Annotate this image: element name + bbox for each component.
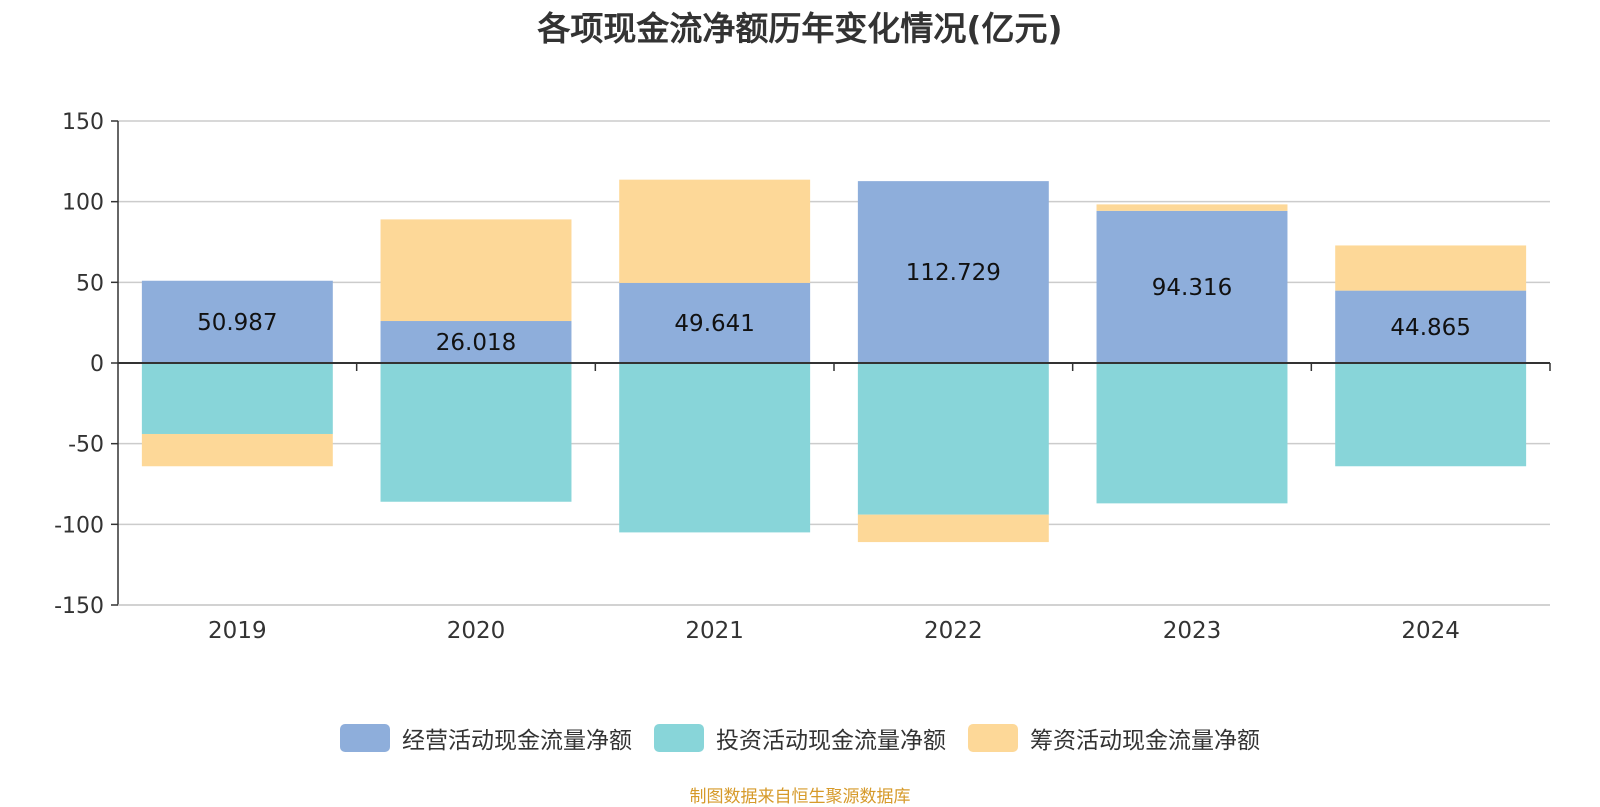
x-tick-label: 2022 bbox=[924, 618, 983, 644]
bar-series0-2020[interactable] bbox=[380, 321, 572, 363]
data-label-2022: 112.729 bbox=[906, 260, 1001, 286]
bar-series1-2022[interactable] bbox=[857, 363, 1049, 515]
y-tick-label: 100 bbox=[62, 191, 104, 216]
bar-series2-2022[interactable] bbox=[857, 514, 1049, 543]
data-label-2019: 50.987 bbox=[197, 310, 277, 336]
x-tick-label: 2020 bbox=[447, 618, 506, 644]
legend-item-operating[interactable]: 经营活动现金流量净额 bbox=[340, 721, 632, 755]
data-label-2020: 26.018 bbox=[436, 330, 516, 356]
legend-label-operating: 经营活动现金流量净额 bbox=[402, 728, 632, 754]
bar-series0-2023[interactable] bbox=[1096, 210, 1288, 363]
bar-series1-2024[interactable] bbox=[1335, 363, 1527, 467]
bar-series2-2019[interactable] bbox=[141, 433, 333, 467]
bars bbox=[141, 179, 1527, 543]
y-tick-label: -150 bbox=[54, 594, 104, 619]
legend-swatch-financing bbox=[968, 724, 1018, 752]
legend-label-investing: 投资活动现金流量净额 bbox=[716, 728, 946, 754]
bar-series0-2021[interactable] bbox=[619, 282, 811, 363]
bar-series2-2023[interactable] bbox=[1096, 204, 1288, 211]
bar-series2-2020[interactable] bbox=[380, 219, 572, 322]
legend-swatch-operating bbox=[340, 724, 390, 752]
y-tick-label: 50 bbox=[76, 271, 104, 296]
bar-series1-2021[interactable] bbox=[619, 363, 811, 533]
data-labels: 50.987 26.018 49.641 112.729 94.316 44.865 bbox=[197, 260, 1471, 356]
data-label-2023: 94.316 bbox=[1152, 275, 1232, 301]
y-tick-label: 150 bbox=[62, 110, 104, 135]
x-tick-label: 2024 bbox=[1401, 618, 1460, 644]
legend-swatch-investing bbox=[654, 724, 704, 752]
source-note: 制图数据来自恒生聚源数据库 bbox=[689, 787, 911, 807]
y-tick-label: -100 bbox=[54, 513, 104, 538]
legend-item-financing[interactable]: 筹资活动现金流量净额 bbox=[968, 721, 1260, 755]
bar-series1-2019[interactable] bbox=[141, 363, 333, 434]
bar-series0-2019[interactable] bbox=[141, 280, 333, 363]
bar-series2-2021[interactable] bbox=[619, 179, 811, 283]
x-tick-label: 2019 bbox=[208, 618, 267, 644]
bar-series2-2024[interactable] bbox=[1335, 245, 1527, 291]
bar-series1-2023[interactable] bbox=[1096, 363, 1288, 504]
axes: 150 100 50 0 -50 -100 -150 2019 2020 2021 2022 2023… bbox=[54, 110, 1551, 644]
legend: 经营活动现金流量净额 投资活动现金流量净额 筹资活动现金流量净额 bbox=[0, 721, 1600, 755]
x-tick-label: 2023 bbox=[1163, 618, 1222, 644]
bar-series0-2022[interactable] bbox=[857, 181, 1049, 363]
data-label-2021: 49.641 bbox=[674, 311, 754, 337]
bar-series1-2020[interactable] bbox=[380, 363, 572, 502]
data-label-2024: 44.865 bbox=[1390, 315, 1470, 341]
x-tick-label: 2021 bbox=[685, 618, 744, 644]
chart-title: 各项现金流净额历年变化情况(亿元) bbox=[537, 9, 1063, 48]
y-tick-label: -50 bbox=[68, 433, 104, 458]
bar-series0-2024[interactable] bbox=[1335, 290, 1527, 363]
legend-item-investing[interactable]: 投资活动现金流量净额 bbox=[654, 721, 946, 755]
y-tick-label: 0 bbox=[90, 352, 104, 377]
chart-plot: 150 100 50 0 -50 -100 -150 2019 2020 2021 2022 2023… bbox=[54, 110, 1551, 644]
legend-label-financing: 筹资活动现金流量净额 bbox=[1030, 728, 1260, 754]
